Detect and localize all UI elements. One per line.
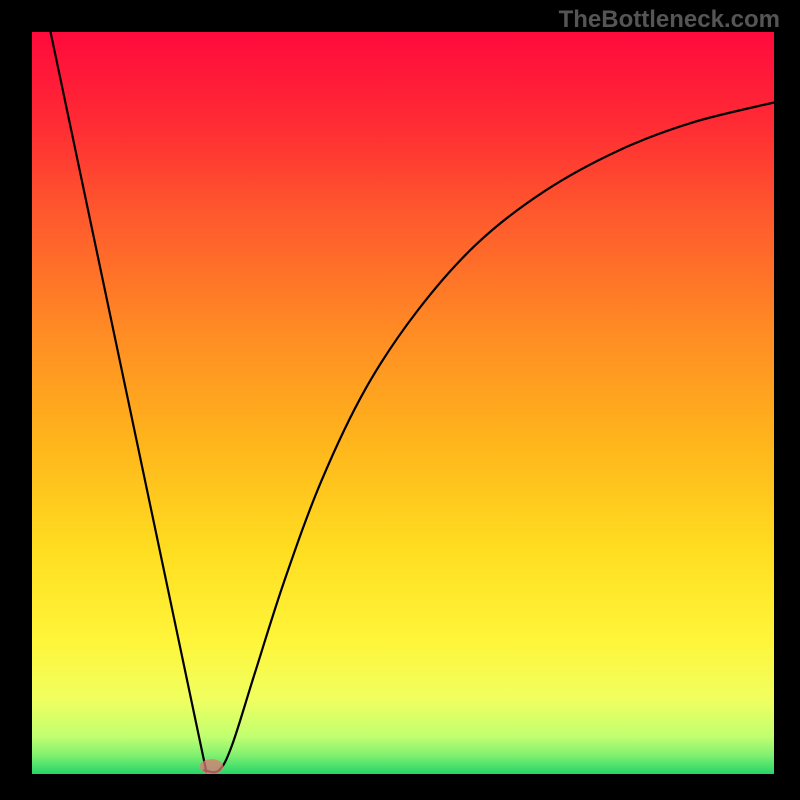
plot-area — [32, 32, 774, 774]
watermark-text: TheBottleneck.com — [559, 6, 780, 34]
gradient-background — [32, 32, 774, 774]
chart-svg — [32, 32, 774, 774]
chart-frame: TheBottleneck.com — [0, 0, 800, 800]
bottleneck-marker — [200, 759, 224, 774]
